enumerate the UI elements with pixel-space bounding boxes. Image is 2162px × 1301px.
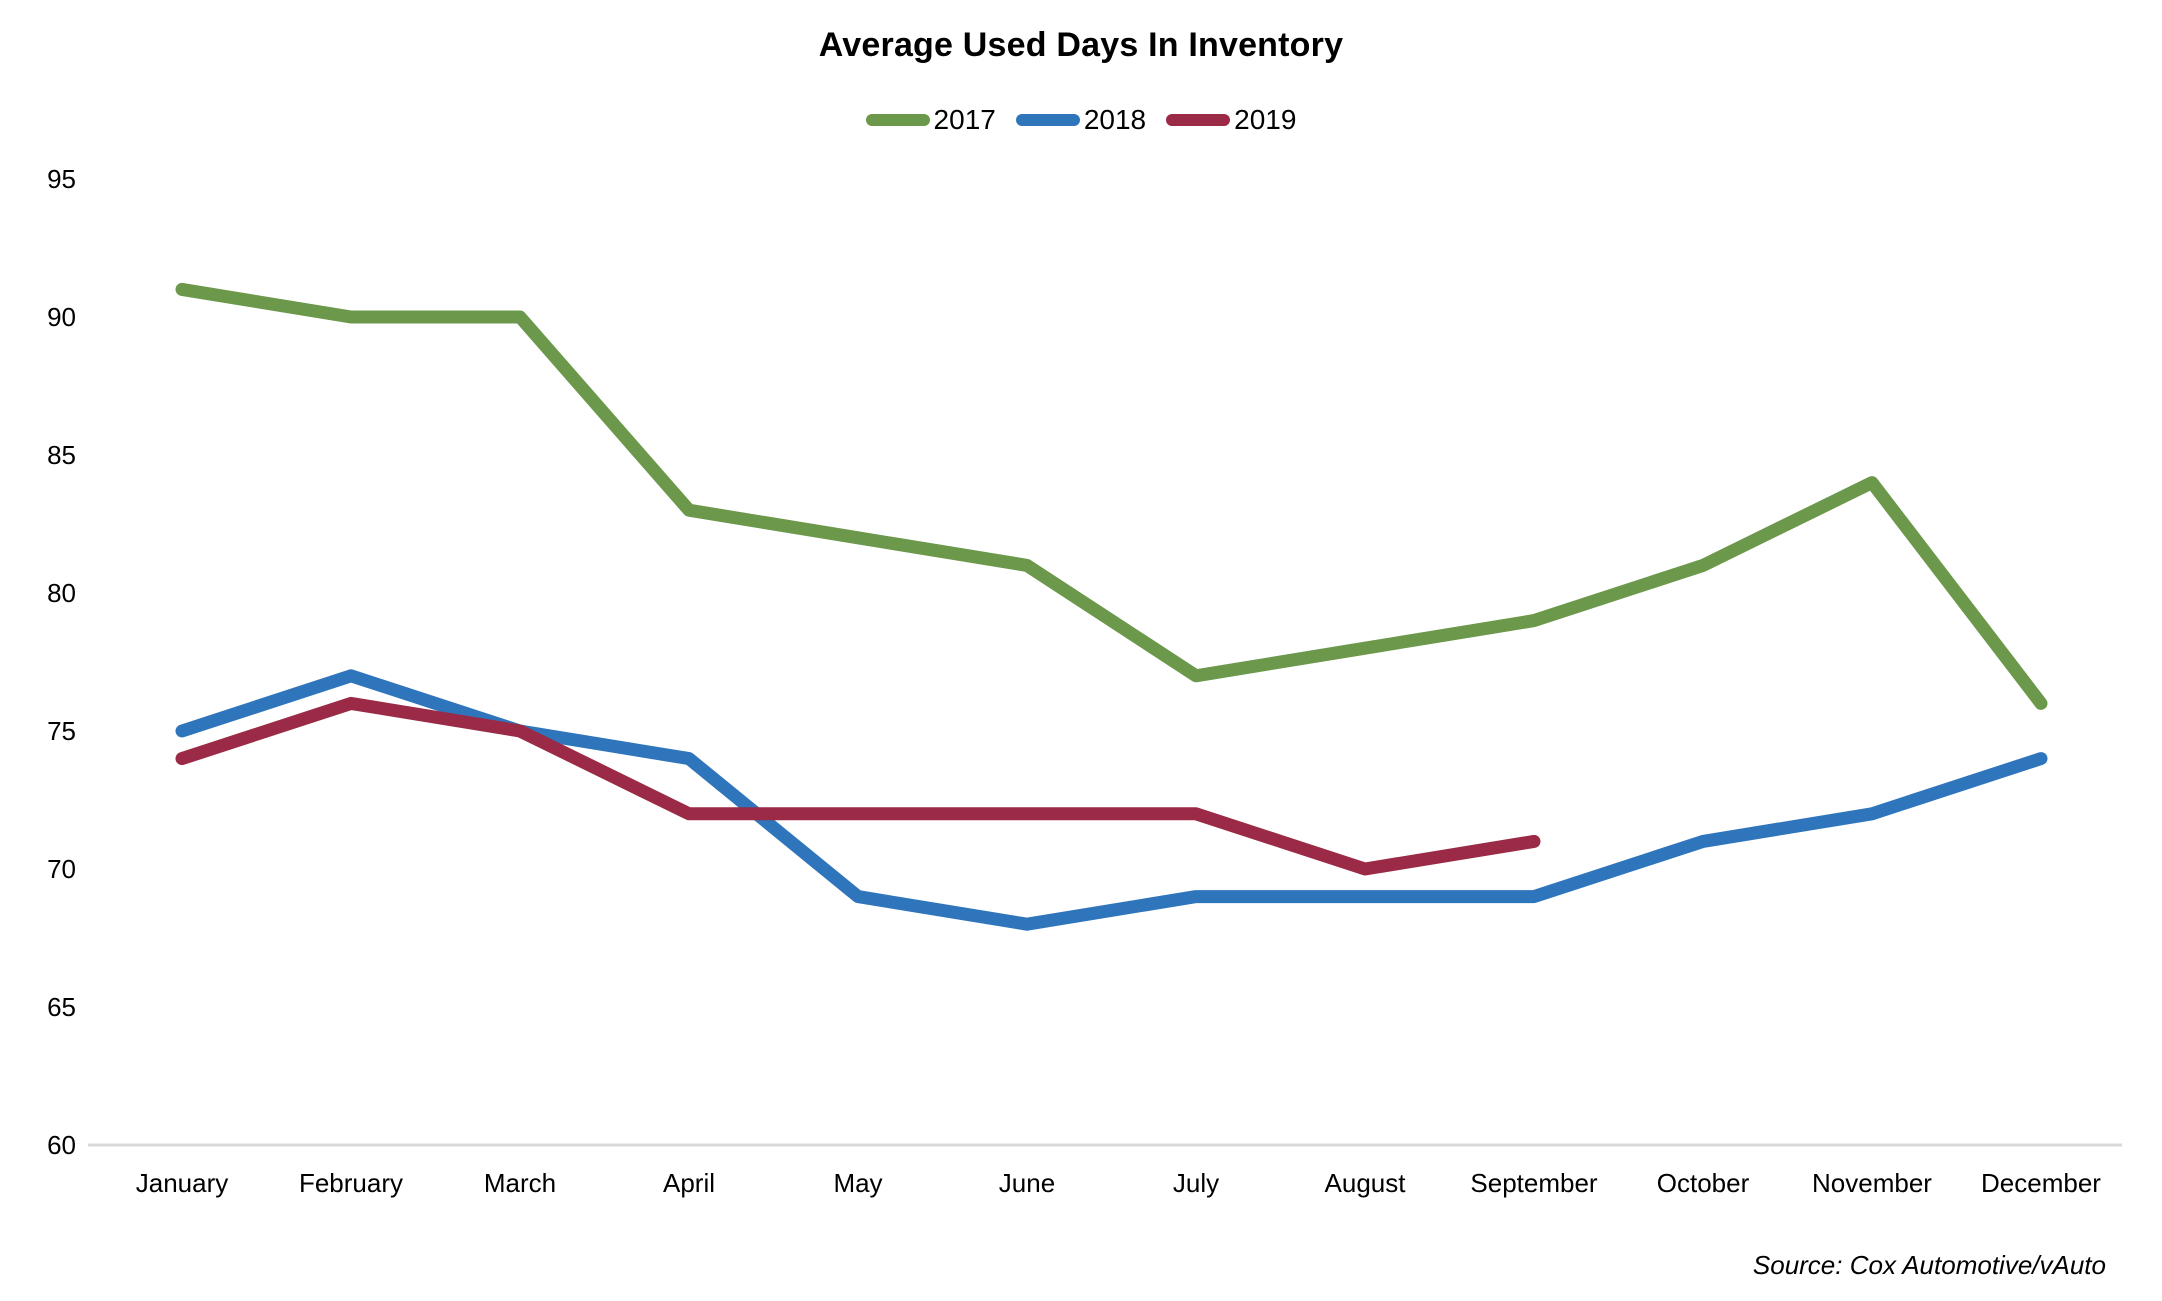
legend-item-2017: 2017 xyxy=(865,104,996,136)
y-tick-label-65: 65 xyxy=(47,992,76,1022)
x-tick-label-june: June xyxy=(999,1168,1055,1198)
x-tick-label-september: September xyxy=(1470,1168,1598,1198)
y-tick-label-75: 75 xyxy=(47,716,76,746)
source-credit: Source: Cox Automotive/vAuto xyxy=(1752,1250,2106,1280)
y-tick-label-70: 70 xyxy=(47,854,76,884)
legend-marker-2019 xyxy=(1166,114,1231,126)
x-tick-label-march: March xyxy=(484,1168,556,1198)
x-tick-label-august: August xyxy=(1325,1168,1407,1198)
y-tick-label-60: 60 xyxy=(47,1130,76,1160)
y-tick-label-80: 80 xyxy=(47,578,76,608)
y-tick-label-95: 95 xyxy=(47,164,76,194)
y-tick-label-90: 90 xyxy=(47,302,76,332)
legend-label-2017: 2017 xyxy=(933,104,996,135)
legend-marker-2017 xyxy=(865,114,930,126)
series-line-2017 xyxy=(175,282,2048,710)
legend-item-2019: 2019 xyxy=(1166,104,1296,136)
x-tick-label-february: February xyxy=(299,1168,403,1198)
x-tick-label-july: July xyxy=(1173,1168,1219,1198)
series-line-2018 xyxy=(175,669,2048,931)
x-tick-label-october: October xyxy=(1657,1168,1750,1198)
x-tick-label-november: November xyxy=(1812,1168,1932,1198)
y-tick-label-85: 85 xyxy=(47,440,76,470)
x-tick-label-january: January xyxy=(136,1168,229,1198)
chart-title: Average Used Days In Inventory xyxy=(818,26,1344,64)
legend-item-2018: 2018 xyxy=(1015,104,1147,136)
x-tick-label-april: April xyxy=(663,1168,715,1198)
x-tick-label-may: May xyxy=(833,1168,882,1198)
legend: 2017 2018 2019 xyxy=(0,104,2162,136)
legend-label-2018: 2018 xyxy=(1083,104,1147,135)
legend-label-2019: 2019 xyxy=(1234,104,1297,135)
series-line-2019 xyxy=(175,696,1541,876)
legend-marker-2018 xyxy=(1015,114,1080,126)
x-tick-label-december: December xyxy=(1981,1168,2101,1198)
